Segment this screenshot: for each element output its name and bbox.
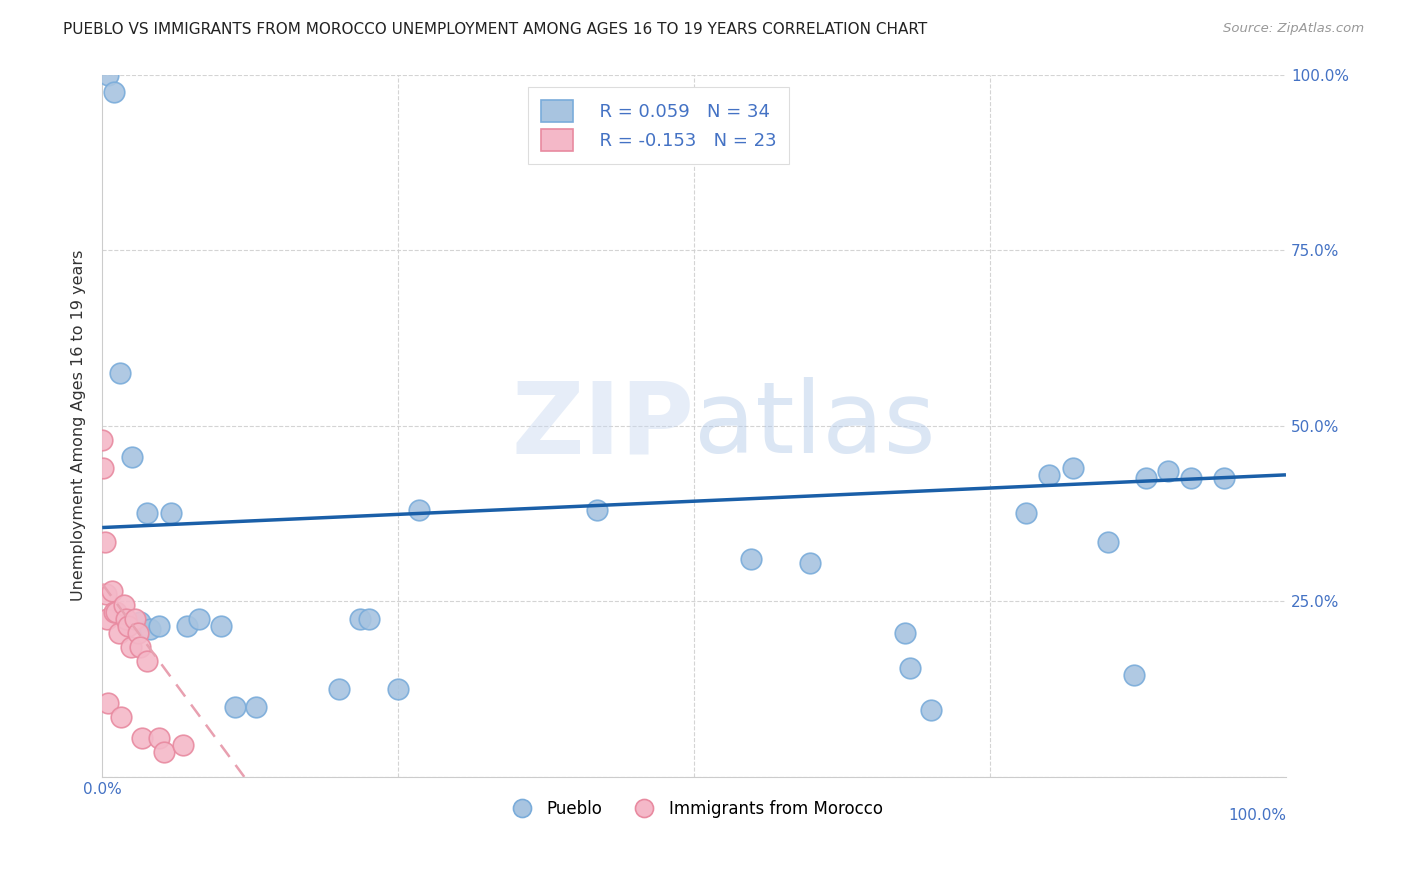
- Point: [105, 605, 128, 619]
- Point: [129, 615, 152, 630]
- Point: [1213, 471, 1236, 485]
- Legend: Pueblo, Immigrants from Morocco: Pueblo, Immigrants from Morocco: [498, 793, 890, 825]
- Point: [94, 587, 117, 601]
- Y-axis label: Unemployment Among Ages 16 to 19 years: Unemployment Among Ages 16 to 19 years: [72, 250, 86, 601]
- Point: [740, 552, 762, 566]
- Point: [1038, 467, 1060, 482]
- Point: [188, 612, 211, 626]
- Point: [131, 731, 153, 746]
- Text: ZIP: ZIP: [512, 377, 695, 475]
- Point: [357, 612, 380, 626]
- Text: PUEBLO VS IMMIGRANTS FROM MOROCCO UNEMPLOYMENT AMONG AGES 16 TO 19 YEARS CORRELA: PUEBLO VS IMMIGRANTS FROM MOROCCO UNEMPL…: [63, 22, 928, 37]
- Point: [224, 699, 246, 714]
- Point: [1156, 464, 1178, 478]
- Point: [1135, 471, 1157, 485]
- Point: [176, 619, 198, 633]
- Point: [387, 682, 409, 697]
- Point: [112, 598, 135, 612]
- Point: [93, 534, 115, 549]
- Point: [894, 626, 917, 640]
- Point: [127, 626, 149, 640]
- Point: [96, 612, 118, 626]
- Point: [172, 738, 194, 752]
- Point: [117, 619, 139, 633]
- Point: [209, 619, 232, 633]
- Point: [124, 612, 146, 626]
- Point: [91, 433, 114, 447]
- Text: Source: ZipAtlas.com: Source: ZipAtlas.com: [1223, 22, 1364, 36]
- Point: [245, 699, 267, 714]
- Point: [1097, 534, 1119, 549]
- Point: [586, 503, 609, 517]
- Point: [107, 626, 129, 640]
- Point: [152, 745, 174, 759]
- Point: [920, 703, 942, 717]
- Point: [898, 661, 921, 675]
- Point: [136, 654, 159, 668]
- Point: [110, 710, 132, 724]
- Point: [97, 696, 120, 710]
- Point: [115, 612, 138, 626]
- Point: [1062, 460, 1084, 475]
- Point: [97, 68, 120, 82]
- Point: [408, 503, 430, 517]
- Point: [799, 556, 821, 570]
- Text: atlas: atlas: [695, 377, 936, 475]
- Point: [160, 507, 183, 521]
- Point: [349, 612, 371, 626]
- Point: [129, 640, 152, 654]
- Point: [121, 450, 143, 465]
- Point: [328, 682, 350, 697]
- Point: [120, 640, 142, 654]
- Point: [93, 460, 115, 475]
- Point: [103, 85, 125, 99]
- Point: [148, 619, 170, 633]
- Point: [1180, 471, 1202, 485]
- Point: [136, 507, 159, 521]
- Point: [100, 583, 122, 598]
- Point: [138, 623, 160, 637]
- Text: 100.0%: 100.0%: [1227, 808, 1286, 823]
- Point: [1014, 507, 1036, 521]
- Point: [148, 731, 170, 746]
- Point: [103, 605, 125, 619]
- Point: [1123, 668, 1146, 682]
- Point: [108, 366, 131, 380]
